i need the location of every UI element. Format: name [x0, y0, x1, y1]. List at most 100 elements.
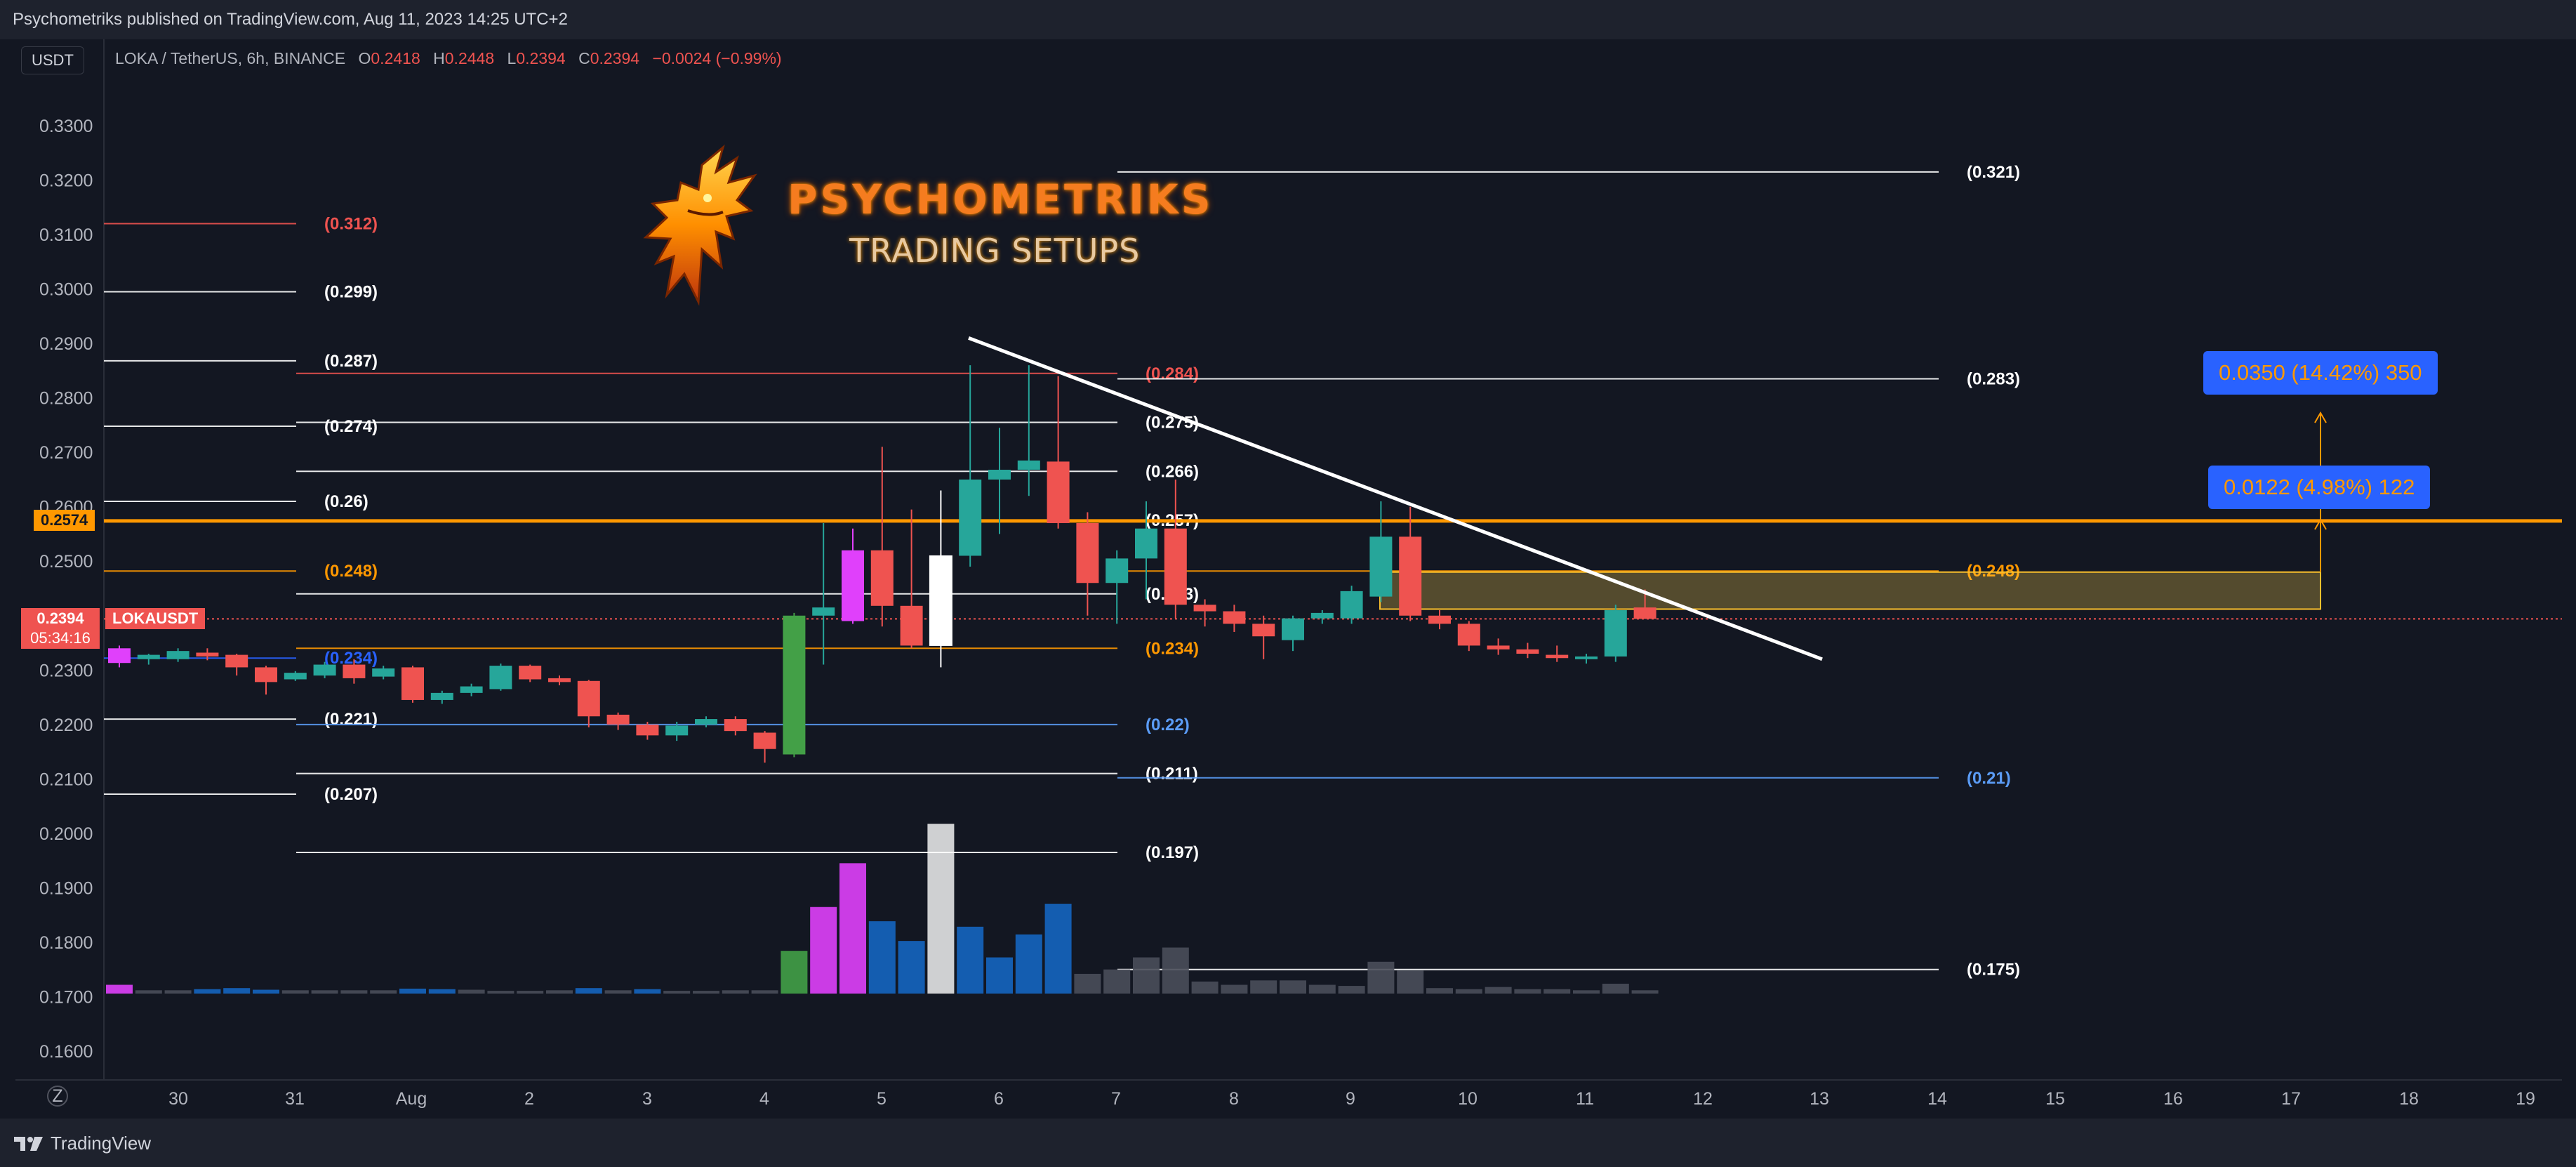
zoom-reset-button — [47, 1086, 68, 1107]
level-label: (0.248) — [324, 562, 378, 581]
supply-zone — [1379, 571, 2321, 610]
volume-bar — [106, 984, 133, 994]
volume-bar — [428, 989, 456, 994]
projection-label-upper[interactable]: 0.0350 (14.42%) 350 — [2203, 351, 2438, 395]
candle-body — [959, 479, 982, 556]
volume-bar — [1221, 984, 1248, 994]
volume-bar — [1573, 990, 1600, 994]
current-price-tag: 0.2394 — [21, 608, 100, 629]
logo-title: PSYCHOMETRIKS — [788, 176, 1214, 223]
volume-bar — [1280, 980, 1306, 994]
candle-body — [870, 550, 894, 606]
candle-body — [1252, 624, 1275, 637]
volume-bar — [575, 988, 602, 994]
candle-body — [1575, 656, 1598, 659]
volume-bar — [1455, 989, 1482, 994]
volume-bar — [370, 990, 397, 994]
published-text: Psychometriks published on TradingView.c… — [13, 10, 568, 29]
volume-bar — [868, 921, 896, 994]
orange-level-tag: 0.2574 — [34, 510, 95, 531]
currency-badge[interactable]: USDT — [21, 46, 84, 74]
x-tick-label: 4 — [759, 1089, 769, 1109]
psychometriks-logo: PSYCHOMETRIKS TRADING SETUPS — [639, 133, 1210, 316]
volume-bar — [1191, 981, 1219, 994]
x-tick-label: 8 — [1229, 1089, 1239, 1109]
volume-bar — [1250, 980, 1277, 994]
volume-bar — [311, 990, 338, 994]
symbol-tag: LOKAUSDT — [105, 608, 206, 629]
volume-bar — [399, 988, 426, 994]
level-label: (0.266) — [1146, 462, 1199, 481]
tradingview-brand[interactable]: TradingView — [14, 1133, 151, 1154]
y-tick-label: 0.2100 — [39, 770, 93, 789]
candle-body — [137, 654, 160, 659]
candle-body — [842, 550, 864, 621]
close-label: C — [578, 49, 590, 67]
y-tick-label: 0.3200 — [39, 171, 93, 191]
volume-bar — [1602, 983, 1629, 994]
level-label: (0.321) — [1967, 163, 2020, 182]
volume-bar — [458, 989, 485, 994]
level-label: (0.283) — [1967, 370, 2020, 389]
candle-body — [1310, 612, 1334, 619]
candle-body — [1457, 624, 1480, 646]
logo-subtitle: TRADING SETUPS — [849, 232, 1141, 270]
candle-body — [489, 666, 512, 690]
y-tick-label: 0.2000 — [39, 824, 93, 844]
published-bar: Psychometriks published on TradingView.c… — [0, 0, 2576, 39]
high-label: H — [433, 49, 445, 67]
y-tick-label: 0.2700 — [39, 443, 93, 463]
volume-bar — [487, 991, 514, 994]
x-tick-label: 18 — [2399, 1089, 2419, 1109]
y-tick-label: 0.3300 — [39, 117, 93, 136]
low-value: 0.2394 — [516, 49, 566, 67]
candle-body — [606, 714, 630, 725]
zoom-reset-label: Z — [52, 1086, 62, 1106]
volume-bar — [839, 863, 866, 994]
level-label: (0.248) — [1967, 562, 2020, 581]
high-value: 0.2448 — [444, 49, 495, 67]
dragon-icon — [643, 144, 757, 306]
candle-body — [636, 724, 659, 736]
volume-bar — [1074, 973, 1101, 994]
countdown-tag: 05:34:16 — [21, 628, 100, 649]
volume-bar — [1338, 986, 1365, 994]
change-value: −0.0024 (−0.99%) — [652, 49, 782, 67]
chart-frame[interactable]: 0.3300 0.3200 0.3100 0.3000 0.2900 0.2800 0.27… — [15, 39, 2562, 1119]
candle-body — [313, 664, 336, 676]
candle-body — [519, 666, 542, 680]
candle-body — [255, 667, 277, 683]
candle-body — [548, 678, 571, 683]
volume-bar — [1631, 990, 1659, 994]
volume-bar — [693, 991, 719, 994]
symbol-title[interactable]: LOKA / TetherUS, 6h, BINANCE — [115, 49, 346, 67]
volume-bar — [194, 989, 221, 994]
level-label: (0.22) — [1146, 716, 1190, 734]
level-label: (0.274) — [324, 417, 378, 436]
y-tick-label: 0.2200 — [39, 716, 93, 735]
candle-body — [196, 652, 219, 657]
volume-bar — [1103, 969, 1131, 994]
candle-body — [1106, 558, 1129, 584]
volume-bar — [751, 990, 778, 994]
trend-line — [968, 336, 1823, 661]
volume-bar — [1133, 957, 1160, 994]
projection-label-lower[interactable]: 0.0122 (4.98%) 122 — [2208, 466, 2431, 509]
candle-body — [724, 719, 747, 732]
ohlc-legend: LOKA / TetherUS, 6h, BINANCE O0.2418 H0.… — [115, 49, 782, 68]
candle-body — [166, 651, 190, 659]
candle-body — [1076, 522, 1099, 584]
open-label: O — [358, 49, 371, 67]
volume-bar — [1044, 904, 1072, 994]
volume-bar — [340, 990, 368, 994]
price-chart[interactable]: 0.3300 0.3200 0.3100 0.3000 0.2900 0.2800 0.27… — [15, 39, 2562, 1119]
volume-bar — [663, 991, 691, 994]
candle-body — [225, 654, 248, 668]
level-label: (0.299) — [324, 282, 378, 301]
x-tick-label: 12 — [1693, 1089, 1713, 1109]
close-value: 0.2394 — [590, 49, 640, 67]
x-tick-label: 31 — [285, 1089, 305, 1109]
x-tick-label: 17 — [2281, 1089, 2301, 1109]
x-tick-label: 11 — [1576, 1089, 1594, 1109]
volume-bar — [634, 989, 661, 994]
